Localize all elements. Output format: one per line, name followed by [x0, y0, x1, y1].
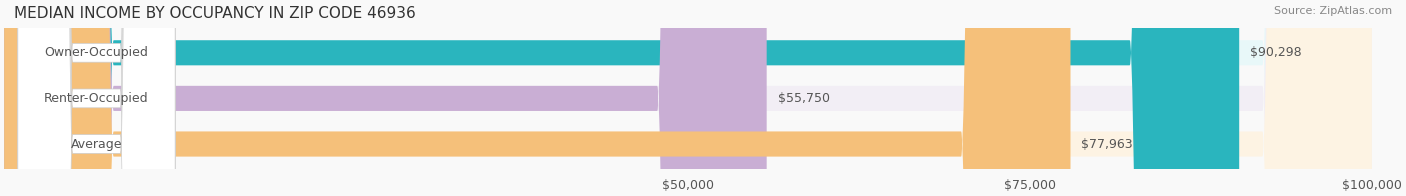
Text: $77,963: $77,963	[1081, 138, 1133, 151]
FancyBboxPatch shape	[4, 0, 766, 196]
Text: $55,750: $55,750	[778, 92, 830, 105]
FancyBboxPatch shape	[4, 0, 1372, 196]
FancyBboxPatch shape	[18, 0, 176, 196]
FancyBboxPatch shape	[4, 0, 1070, 196]
Text: MEDIAN INCOME BY OCCUPANCY IN ZIP CODE 46936: MEDIAN INCOME BY OCCUPANCY IN ZIP CODE 4…	[14, 6, 416, 21]
FancyBboxPatch shape	[4, 0, 1372, 196]
Text: Owner-Occupied: Owner-Occupied	[45, 46, 149, 59]
Text: $90,298: $90,298	[1250, 46, 1302, 59]
Text: Source: ZipAtlas.com: Source: ZipAtlas.com	[1274, 6, 1392, 16]
Text: Renter-Occupied: Renter-Occupied	[44, 92, 149, 105]
FancyBboxPatch shape	[18, 0, 176, 196]
FancyBboxPatch shape	[4, 0, 1239, 196]
FancyBboxPatch shape	[4, 0, 1372, 196]
FancyBboxPatch shape	[18, 0, 176, 196]
Text: Average: Average	[70, 138, 122, 151]
